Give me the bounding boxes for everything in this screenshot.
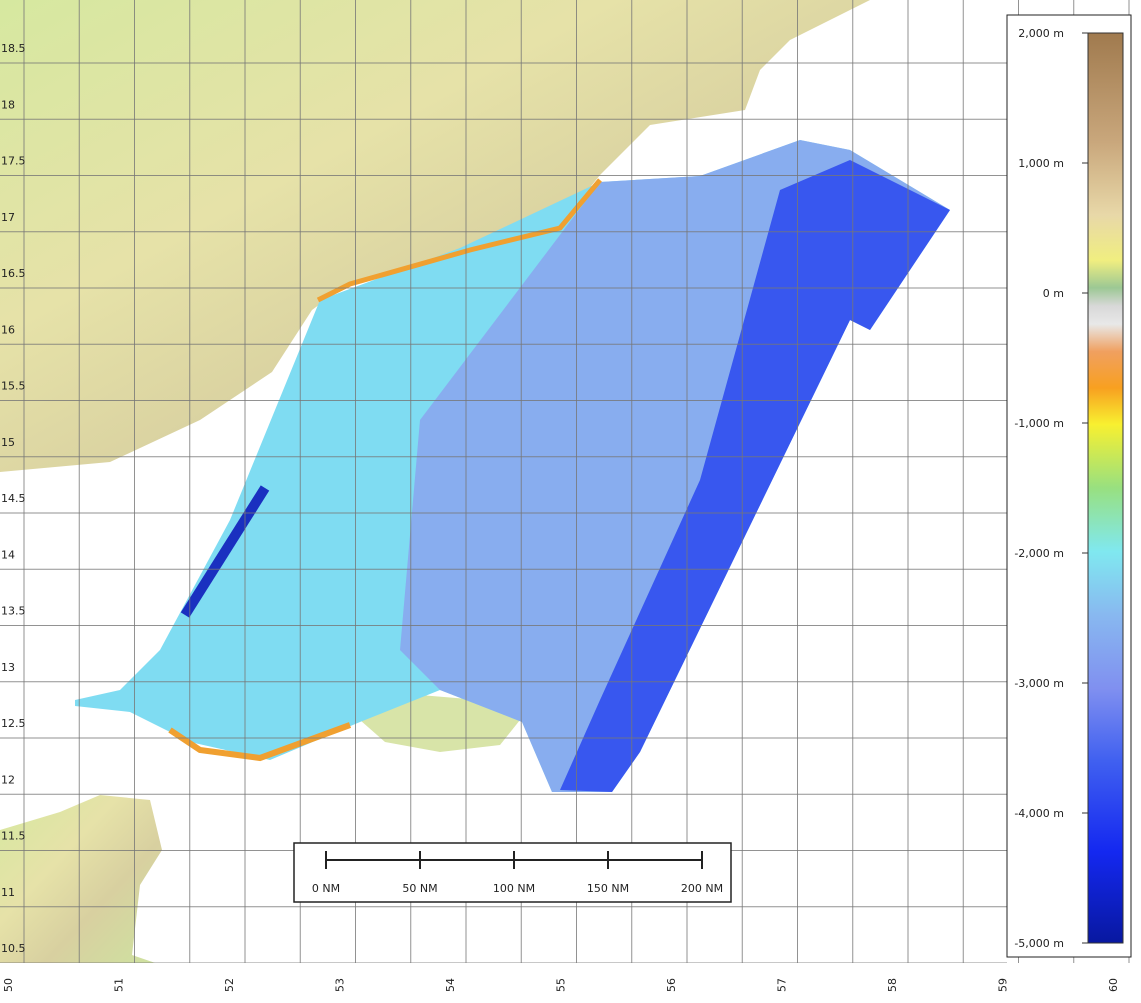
color-bar [1087, 32, 1124, 944]
longitude-label: 58 [886, 978, 899, 992]
latitude-label: 16.5 [1, 267, 26, 280]
color-label: 1,000 m [1018, 157, 1064, 170]
color-label: -3,000 m [1014, 677, 1064, 690]
latitude-label: 11 [1, 886, 15, 899]
land-north [0, 0, 870, 472]
latitude-label: 13 [1, 661, 15, 674]
longitude-label: 50 [2, 978, 15, 992]
scale-label: 200 NM [681, 882, 723, 895]
color-label: -1,000 m [1014, 417, 1064, 430]
longitude-label: 53 [334, 978, 347, 992]
latitude-label: 12 [1, 773, 15, 786]
land-south [0, 795, 170, 975]
latitude-label: 15 [1, 436, 15, 449]
color-label: 0 m [1043, 287, 1064, 300]
scale-label: 100 NM [493, 882, 535, 895]
latitude-label: 17 [1, 211, 15, 224]
latitude-label: 14 [1, 548, 15, 561]
axis-strip [0, 963, 1141, 999]
longitude-label: 51 [113, 978, 126, 992]
scale-bar-box [293, 842, 732, 903]
longitude-label: 56 [665, 978, 678, 992]
longitude-label: 52 [223, 978, 236, 992]
color-label: -2,000 m [1014, 547, 1064, 560]
scale-label: 50 NM [402, 882, 437, 895]
latitude-label: 15.5 [1, 380, 26, 393]
scale-label: 150 NM [587, 882, 629, 895]
color-label: 2,000 m [1018, 27, 1064, 40]
latitude-label: 10.5 [1, 942, 26, 955]
color-label: -4,000 m [1014, 807, 1064, 820]
latitude-label: 11.5 [1, 830, 26, 843]
longitude-label: 55 [555, 978, 568, 992]
latitude-label: 17.5 [1, 155, 26, 168]
longitude-label: 54 [444, 978, 457, 992]
latitude-label: 18.5 [1, 42, 26, 55]
latitude-label: 12.5 [1, 717, 26, 730]
latitude-label: 13.5 [1, 605, 26, 618]
coast-fringe [316, 178, 602, 303]
longitude-label: 59 [997, 978, 1010, 992]
latitude-label: 16 [1, 323, 15, 336]
scale-label: 0 NM [312, 882, 340, 895]
coast-fringe [168, 722, 352, 762]
color-label: -5,000 m [1014, 937, 1064, 950]
trench [180, 485, 270, 618]
latitude-label: 14.5 [1, 492, 26, 505]
longitude-label: 57 [776, 978, 789, 992]
longitude-label: 60 [1107, 978, 1120, 992]
latitude-label: 18 [1, 98, 15, 111]
